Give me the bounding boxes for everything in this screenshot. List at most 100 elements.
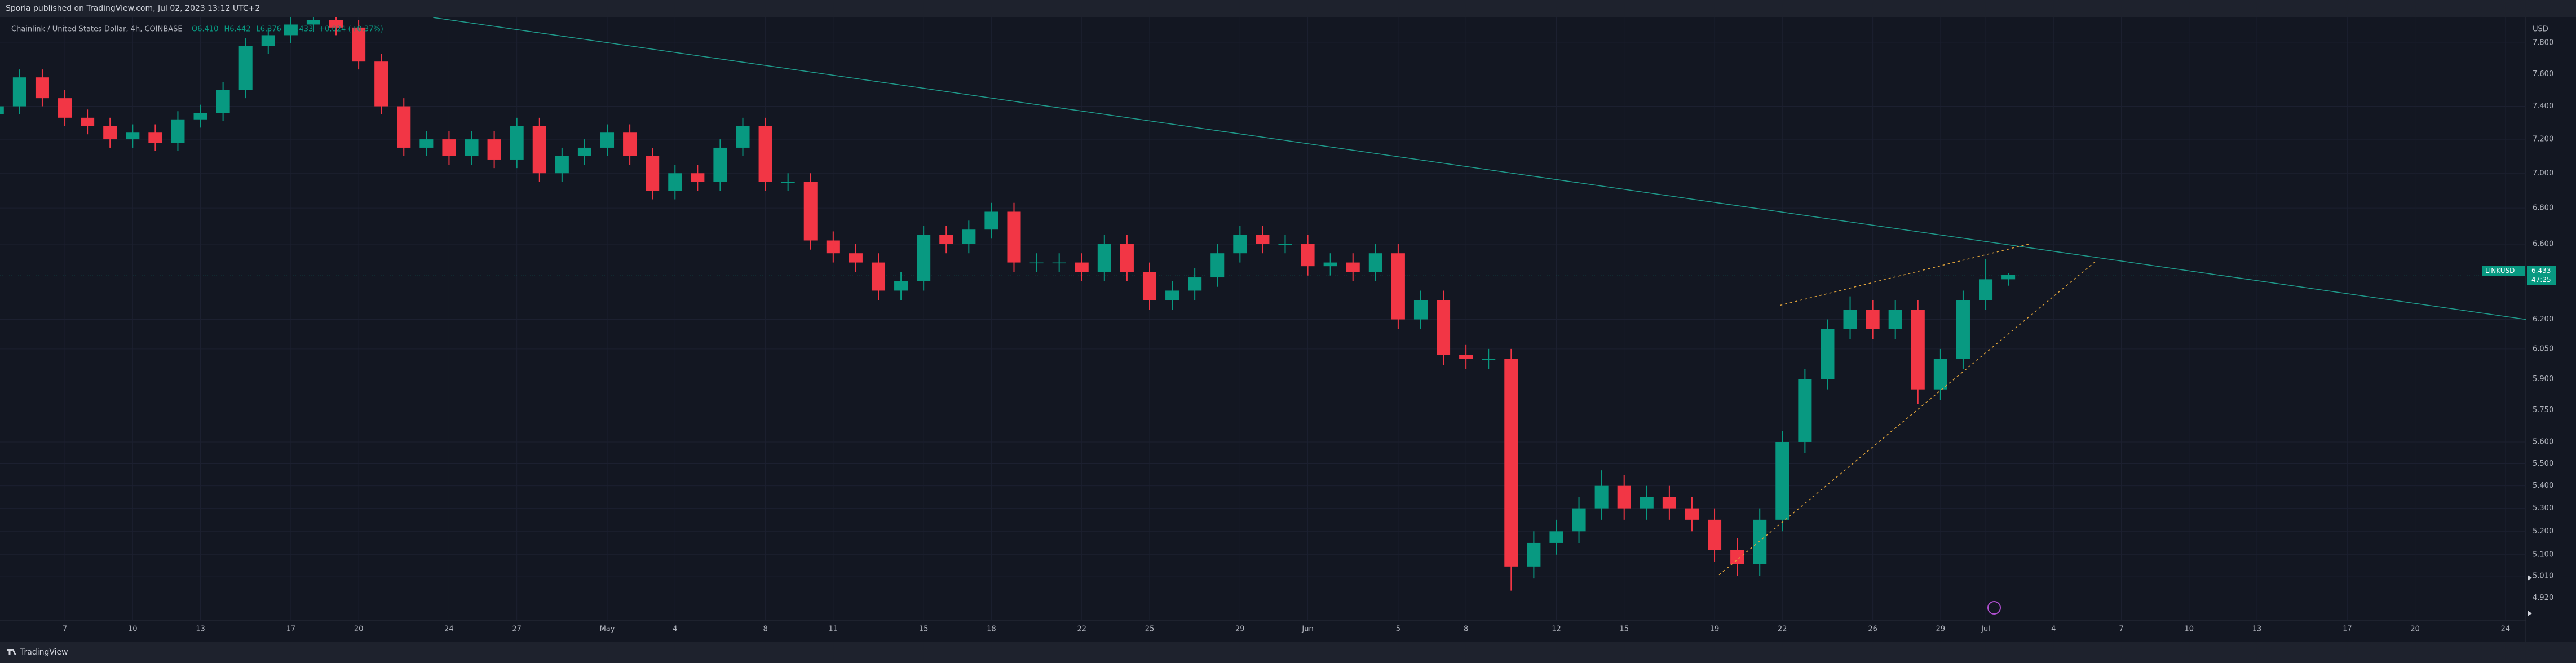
y-tick-label: 6.600 xyxy=(2533,240,2553,248)
x-tick-label: 11 xyxy=(829,625,838,634)
candle-body xyxy=(465,139,479,156)
brand-logo xyxy=(7,649,16,655)
candle-body xyxy=(1549,531,1563,543)
candle-body xyxy=(2001,275,2016,280)
x-tick-label: 20 xyxy=(2410,625,2420,634)
candle-body xyxy=(1368,253,1382,272)
x-tick-label: 4 xyxy=(2051,625,2056,634)
candle-body xyxy=(1391,253,1405,320)
trendline xyxy=(433,17,2526,320)
price-box-value: 6.433 xyxy=(2531,267,2551,275)
candle-body xyxy=(284,24,298,36)
candle-body xyxy=(917,235,931,281)
candle-body xyxy=(238,46,253,90)
candle-body xyxy=(12,77,26,107)
candle-body xyxy=(1843,310,1857,329)
candle-body xyxy=(1798,379,1812,442)
x-tick-label: 20 xyxy=(354,625,364,634)
candle-body xyxy=(58,98,72,118)
candle-body xyxy=(306,20,320,25)
legend-ohlc: +0.024 (+0.37%) xyxy=(319,25,383,34)
candle-body xyxy=(442,139,456,156)
candle-body xyxy=(1640,497,1654,509)
header-bar xyxy=(0,0,2576,17)
candle-body xyxy=(577,147,591,156)
y-tick-label: 5.100 xyxy=(2533,550,2553,559)
candle-body xyxy=(1188,277,1202,291)
candle-body xyxy=(81,117,95,126)
x-tick-label: 18 xyxy=(987,625,996,634)
trendline xyxy=(1718,260,2097,576)
candle-body xyxy=(1323,262,1337,267)
axis-unit: USD xyxy=(2533,25,2548,34)
y-tick-label: 5.200 xyxy=(2533,527,2553,536)
candle-body xyxy=(510,126,524,160)
x-tick-label: 12 xyxy=(1552,625,1561,634)
candle-body xyxy=(781,182,795,183)
candle-body xyxy=(803,182,818,241)
candle-body xyxy=(171,119,185,143)
candle-body xyxy=(419,139,434,148)
y-tick-label: 7.600 xyxy=(2533,70,2553,78)
candle-body xyxy=(532,126,546,174)
candle-body xyxy=(623,132,637,156)
candle-body xyxy=(487,139,501,160)
legend-ohlc: C6.433 xyxy=(287,25,313,34)
candle-body xyxy=(148,132,162,143)
y-tick-label: 5.900 xyxy=(2533,375,2553,383)
x-tick-label: 24 xyxy=(444,625,454,634)
x-tick-label: 26 xyxy=(1868,625,1877,634)
candle-body xyxy=(646,156,660,191)
candle-body xyxy=(261,35,275,46)
x-tick-label: 22 xyxy=(1077,625,1086,634)
candle-body xyxy=(1142,272,1157,300)
x-tick-label: May xyxy=(600,625,615,634)
event-icon[interactable] xyxy=(1987,601,2001,615)
y-tick-label: 4.920 xyxy=(2533,594,2553,602)
price-box-countdown: 47:25 xyxy=(2531,276,2551,284)
x-tick-label: 19 xyxy=(1710,625,1720,634)
x-tick-label: 7 xyxy=(2119,625,2123,634)
y-tick-label: 6.050 xyxy=(2533,344,2553,353)
candle-body xyxy=(939,235,953,244)
candle-body xyxy=(1165,290,1179,300)
x-tick-label: 24 xyxy=(2501,625,2511,634)
y-tick-label: 6.800 xyxy=(2533,204,2553,213)
y-tick-label: 5.600 xyxy=(2533,437,2553,446)
x-tick-label: 13 xyxy=(196,625,205,634)
candle-body xyxy=(352,27,366,62)
price-box xyxy=(2527,266,2556,285)
candle-body xyxy=(736,126,750,148)
candle-body xyxy=(1210,253,1225,278)
x-tick-label: 25 xyxy=(1145,625,1155,634)
x-tick-label: 27 xyxy=(512,625,522,634)
x-tick-label: 4 xyxy=(673,625,677,634)
candle-body xyxy=(1413,300,1428,320)
candle-body xyxy=(1120,244,1134,272)
candle-body xyxy=(1617,485,1631,509)
header-text: Sporia published on TradingView.com, Jul… xyxy=(6,4,260,13)
candle-body xyxy=(397,106,411,148)
candle-body xyxy=(35,77,49,99)
x-tick-label: Jun xyxy=(1301,625,1313,634)
candle-body xyxy=(1097,244,1111,272)
candle-body xyxy=(1075,262,1089,272)
x-tick-label: 7 xyxy=(63,625,67,634)
candle-body xyxy=(193,113,207,120)
candle-body xyxy=(1775,441,1789,520)
candle-body xyxy=(1007,211,1021,263)
candle-body xyxy=(1256,235,1270,244)
candle-body xyxy=(1753,519,1767,564)
overlay: 4.920 5.010 5.100 5.200 5.300 5.400 5.500 5.600… xyxy=(11,25,2556,634)
x-tick-label: 29 xyxy=(1936,625,1946,634)
y-tick-label: 5.400 xyxy=(2533,481,2553,490)
legend-ohlc: L6.376 xyxy=(256,25,281,34)
candle-body xyxy=(1482,359,1496,360)
candle-body xyxy=(962,229,976,244)
candle-body xyxy=(826,240,840,254)
legend-symbol: Chainlink / United States Dollar, 4h, CO… xyxy=(11,25,183,34)
candle-body xyxy=(1346,262,1360,272)
candle-body xyxy=(1979,279,1993,300)
candle-body xyxy=(1527,542,1541,567)
